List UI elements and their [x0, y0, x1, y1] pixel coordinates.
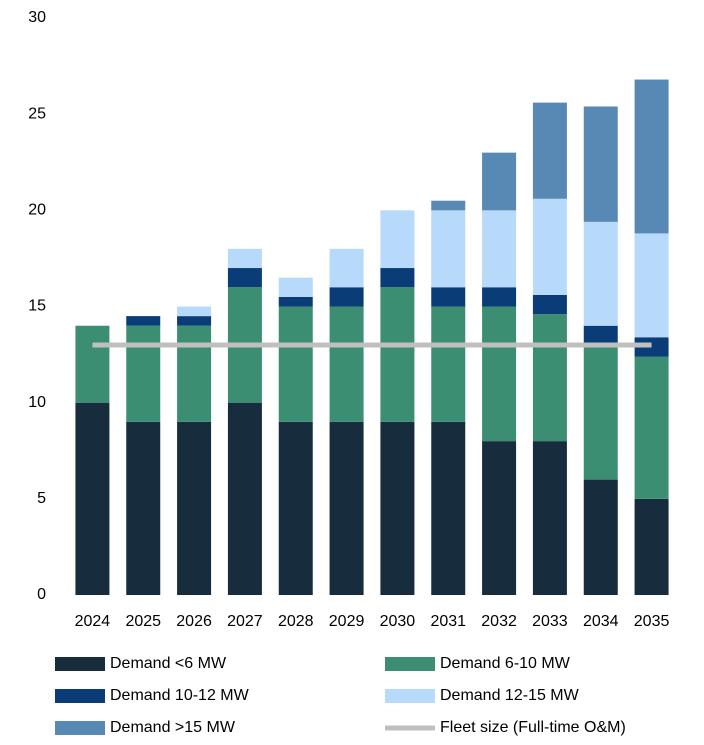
bar-segment [634, 233, 669, 338]
legend-swatch [385, 689, 435, 703]
bar-segment [227, 402, 262, 595]
bar-segment [278, 306, 313, 422]
y-tick-label: 10 [28, 394, 46, 411]
bar-segment [482, 152, 517, 211]
x-tick-label: 2029 [329, 613, 365, 630]
bar-segment [482, 306, 517, 442]
x-tick-label: 2035 [634, 613, 670, 630]
x-tick-label: 2027 [227, 613, 263, 630]
x-tick-label: 2034 [583, 613, 619, 630]
bar-segment [227, 268, 262, 288]
y-tick-label: 15 [28, 298, 46, 315]
bar-segment [634, 79, 669, 234]
bar-segment [177, 306, 212, 317]
bar-segment [431, 306, 466, 422]
bar-segment [431, 200, 466, 211]
bar-segment [634, 356, 669, 499]
bar-segment [532, 314, 567, 442]
bar-segment [532, 441, 567, 595]
bar-segment [278, 296, 313, 307]
bar-segment [126, 316, 161, 326]
legend-label: Demand 10-12 MW [110, 687, 250, 704]
bar-segment [227, 248, 262, 269]
bar-segment [177, 421, 212, 595]
y-tick-label: 5 [37, 490, 46, 507]
bar-segment [380, 287, 415, 422]
legend-label: Demand 12-15 MW [440, 687, 580, 704]
x-tick-label: 2031 [430, 613, 466, 630]
bar-segment [482, 441, 517, 595]
legend-label: Demand >15 MW [110, 719, 236, 736]
bar-segment [431, 287, 466, 307]
bar-segment [329, 248, 364, 288]
bar-segment [278, 277, 313, 297]
bar-segment [634, 498, 669, 595]
y-tick-label: 25 [28, 105, 46, 122]
bar-segment [126, 325, 161, 422]
bar-segment [532, 102, 567, 199]
bar-segment [177, 325, 212, 422]
bar-segment [329, 287, 364, 307]
x-tick-label: 2025 [125, 613, 161, 630]
bar-segment [75, 325, 110, 403]
bar-segment [583, 325, 618, 345]
legend-label: Fleet size (Full-time O&M) [440, 719, 626, 736]
bar-segment [583, 106, 618, 222]
bar-segment [431, 421, 466, 595]
bar-segment [532, 294, 567, 315]
bar-segment [126, 421, 161, 595]
legend-swatch [55, 657, 105, 671]
bar-segment [278, 421, 313, 595]
bar-segment [380, 268, 415, 288]
bar-segment [583, 479, 618, 595]
y-tick-label: 0 [37, 586, 46, 603]
bar-segment [583, 221, 618, 326]
x-tick-label: 2028 [278, 613, 314, 630]
bar-segment [329, 421, 364, 595]
x-tick-label: 2026 [176, 613, 212, 630]
bar-segment [482, 210, 517, 288]
bar-segment [532, 198, 567, 295]
y-tick-label: 20 [28, 202, 46, 219]
bar-segment [380, 421, 415, 595]
x-tick-label: 2024 [75, 613, 111, 630]
bar-segment [482, 287, 517, 307]
x-tick-label: 2033 [532, 613, 568, 630]
x-tick-label: 2030 [380, 613, 416, 630]
bar-segment [380, 210, 415, 269]
legend-label: Demand 6-10 MW [440, 655, 571, 672]
legend-swatch [55, 689, 105, 703]
x-tick-label: 2032 [481, 613, 517, 630]
bar-segment [75, 402, 110, 595]
bar-segment [583, 344, 618, 480]
legend-label: Demand <6 MW [110, 655, 227, 672]
legend-swatch [385, 657, 435, 671]
bar-segment [329, 306, 364, 422]
y-tick-label: 30 [28, 9, 46, 26]
bar-segment [431, 210, 466, 288]
bar-segment [177, 316, 212, 326]
legend-swatch [55, 721, 105, 735]
